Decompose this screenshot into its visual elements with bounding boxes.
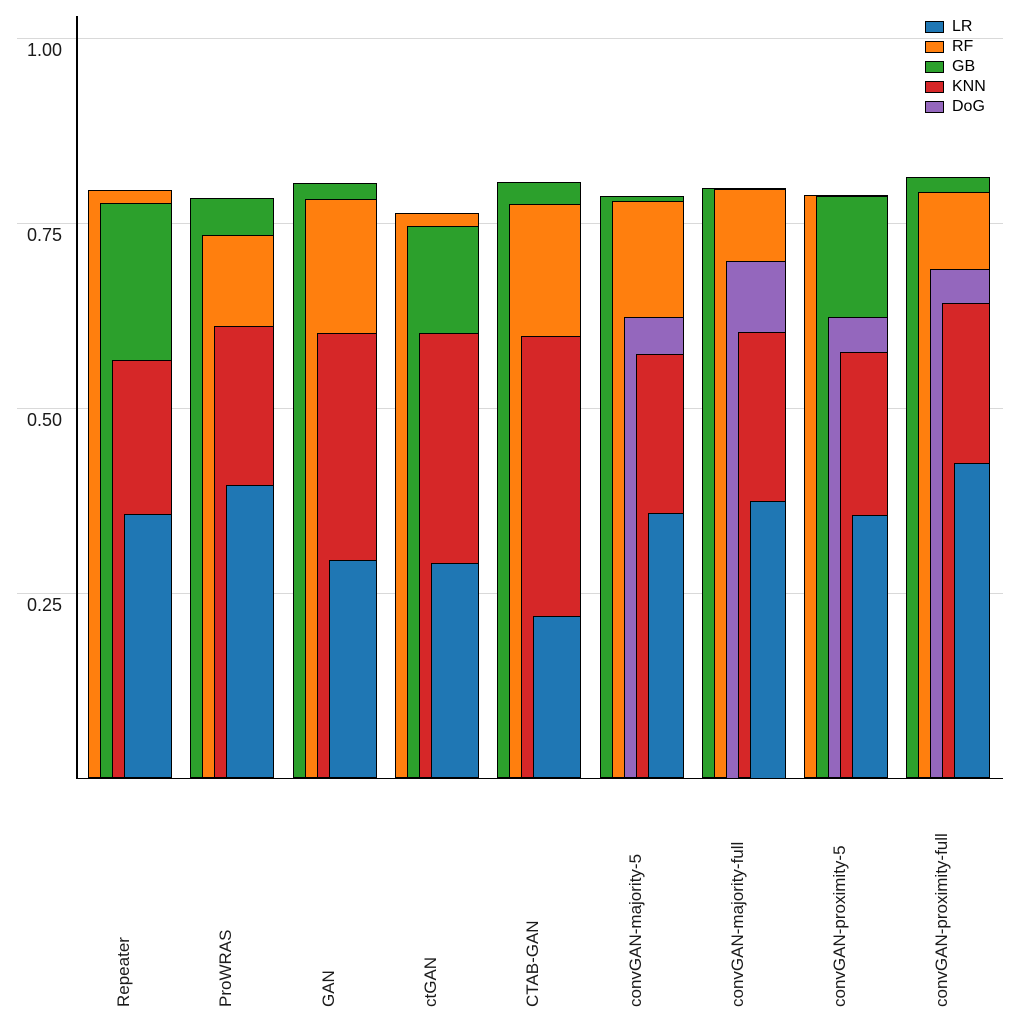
legend-swatch-rf (925, 41, 944, 53)
bar-lr-prowras (226, 484, 275, 779)
x-tick-label-gan: GAN (318, 970, 338, 1007)
y-tick-label-0-75: 0.75 (26, 224, 62, 245)
x-tick-label-repeater: Repeater (114, 937, 133, 1007)
legend-swatch-lr (925, 21, 944, 33)
legend-item-dog: DoG (925, 97, 986, 117)
y-tick-label-0-25: 0.25 (26, 594, 62, 615)
legend-label-gb: GB (952, 58, 976, 75)
bar-lr-convgan-proximity-full (954, 463, 991, 779)
legend-label-lr: LR (952, 18, 973, 35)
bar-lr-gan (328, 560, 377, 779)
bar-lr-convgan-majority-5 (647, 512, 684, 779)
bar-lr-ctab-gan (533, 615, 582, 779)
y-tick-label-1-00: 1.00 (26, 39, 62, 60)
bar-lr-convgan-proximity-5 (852, 515, 889, 779)
bar-lr-convgan-majority-full (749, 501, 786, 779)
y-gridline-1-00 (17, 37, 1003, 40)
x-axis-spine (76, 777, 1003, 780)
legend: LR RF GB KNN DoG (925, 17, 986, 117)
legend-label-dog: DoG (952, 98, 985, 115)
x-tick-label-convgan-majority-5: convGAN-majority-5 (625, 853, 645, 1007)
legend-item-lr: LR (925, 17, 986, 37)
legend-swatch-gb (925, 61, 944, 73)
x-tick-label-convgan-proximity-5: convGAN-proximity-5 (830, 845, 850, 1007)
x-tick-label-convgan-proximity-full: convGAN-proximity-full (932, 833, 952, 1007)
y-tick-label-0-50: 0.50 (26, 409, 62, 430)
legend-swatch-knn (925, 81, 944, 93)
x-tick-label-prowras: ProWRAS (216, 929, 236, 1007)
bar-lr-repeater (124, 514, 172, 779)
x-tick-label-ctab-gan: CTAB-GAN (523, 920, 543, 1007)
y-axis-spine (76, 16, 78, 779)
legend-label-knn: KNN (952, 78, 986, 95)
legend-item-rf: RF (925, 37, 986, 57)
legend-item-knn: KNN (925, 77, 986, 97)
bar-lr-ctgan (430, 563, 479, 779)
x-tick-label-ctgan: ctGAN (420, 956, 440, 1007)
legend-label-rf: RF (952, 38, 974, 55)
legend-swatch-dog (925, 101, 944, 113)
x-tick-label-convgan-majority-full: convGAN-majority-full (727, 841, 747, 1007)
legend-item-gb: GB (925, 57, 986, 77)
